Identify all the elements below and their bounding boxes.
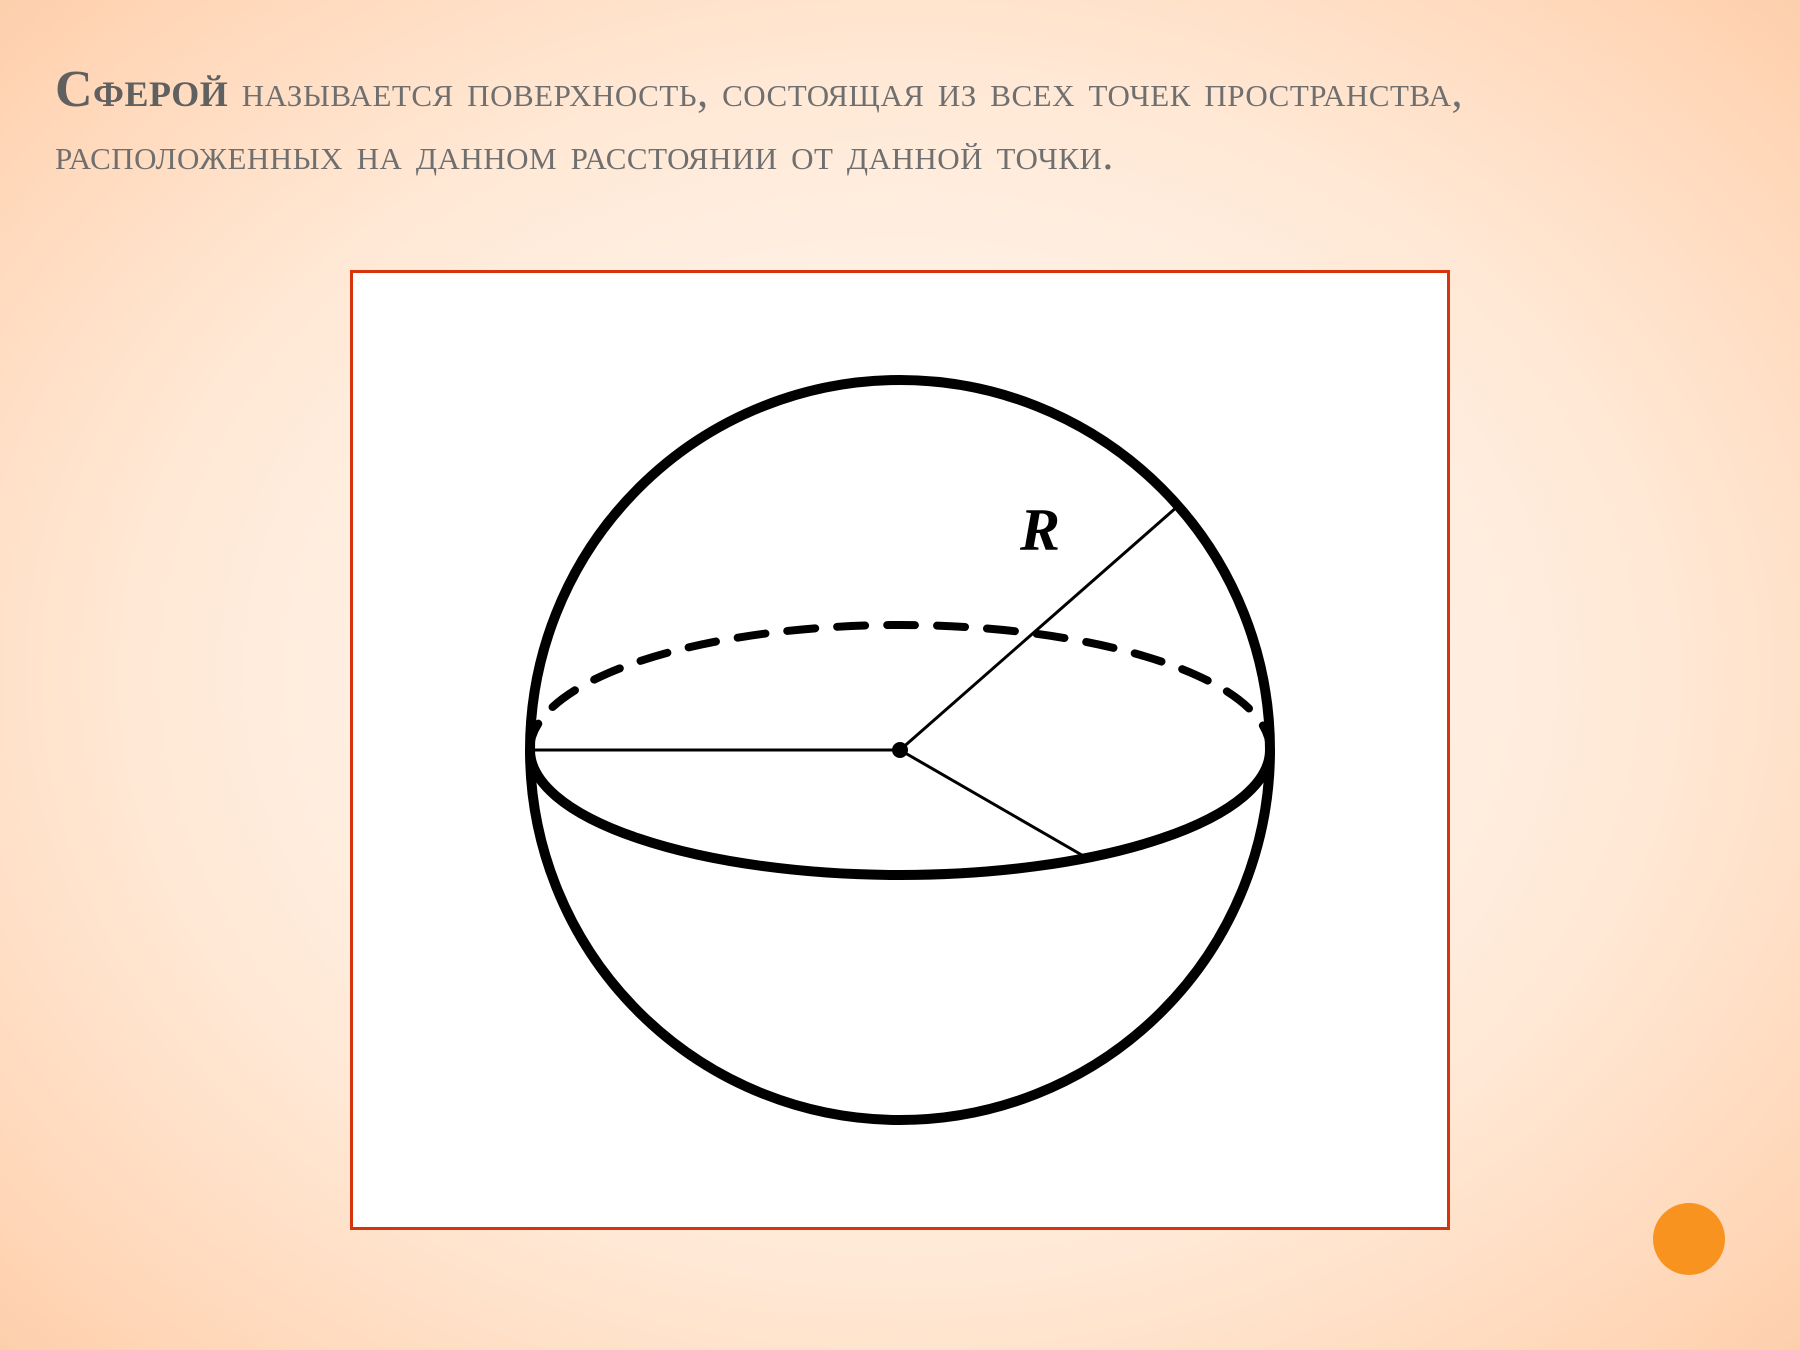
radius-label: R — [1019, 497, 1060, 563]
equator-back — [530, 625, 1270, 750]
slide: Сферой называется поверхность, состоящая… — [0, 0, 1800, 1350]
figure-container: R — [350, 270, 1450, 1230]
title-rest: называется поверхность, состоящая из все… — [55, 67, 1463, 179]
corner-accent-dot — [1653, 1203, 1725, 1275]
radius-front-right — [900, 750, 1087, 858]
sphere-diagram: R — [420, 310, 1380, 1190]
equator-front — [530, 750, 1270, 875]
title-bold-word: Сферой — [55, 61, 228, 118]
slide-title: Сферой называется поверхность, состоящая… — [55, 55, 1740, 185]
center-dot — [892, 742, 908, 758]
